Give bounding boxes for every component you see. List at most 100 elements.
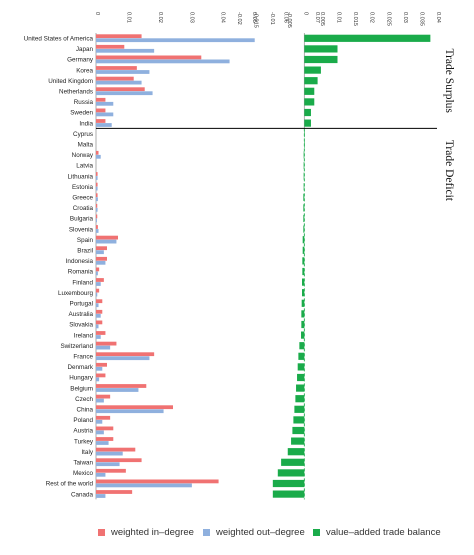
- bar-in-degree-indonesia: [96, 256, 107, 261]
- bar-in-degree-russia: [96, 97, 106, 102]
- category-label-austria: Austria: [73, 428, 93, 435]
- bar-trade-balance-croatia: [303, 204, 305, 212]
- category-label-spain: Spain: [77, 237, 94, 244]
- bar-trade-balance-belgium: [296, 384, 305, 392]
- bar-out-degree-mexico: [96, 472, 106, 477]
- right-x-tick-label-0-01: -0.01: [269, 12, 275, 25]
- bar-in-degree-finland: [96, 278, 104, 282]
- bar-out-degree-croatia: [96, 207, 98, 212]
- bar-out-degree-norway: [96, 154, 101, 159]
- category-label-belgium: Belgium: [70, 385, 93, 392]
- bar-in-degree-netherlands: [96, 87, 145, 92]
- left-x-tick-label-0: 0: [94, 12, 100, 15]
- category-label-canada: Canada: [71, 491, 94, 498]
- bar-out-degree-czech: [96, 398, 104, 403]
- bar-in-degree-brazil: [96, 246, 107, 251]
- category-label-japan: Japan: [76, 46, 94, 53]
- category-label-greece: Greece: [72, 195, 93, 202]
- bar-in-degree-rest-of-the-world: [96, 479, 219, 484]
- bar-out-degree-japan: [96, 48, 155, 53]
- category-label-australia: Australia: [69, 311, 94, 318]
- category-label-norway: Norway: [72, 152, 94, 159]
- category-label-france: France: [73, 354, 93, 361]
- bar-in-degree-taiwan: [96, 458, 142, 463]
- bar-trade-balance-austria: [292, 426, 305, 435]
- bar-out-degree-switzerland: [96, 345, 111, 350]
- bar-in-degree-poland: [96, 415, 111, 420]
- category-label-netherlands: Netherlands: [59, 89, 93, 96]
- bar-trade-balance-russia: [304, 98, 315, 106]
- bar-out-degree-india: [96, 123, 112, 127]
- right-x-tick-label-0-005: -0.005: [286, 12, 292, 28]
- bar-trade-balance-hungary: [297, 373, 305, 382]
- bar-trade-balance-denmark: [297, 363, 305, 371]
- bar-out-degree-belgium: [96, 388, 139, 392]
- bar-out-degree-italy: [96, 451, 123, 456]
- category-label-italy: Italy: [81, 449, 93, 456]
- bar-in-degree-slovenia: [96, 225, 98, 229]
- category-label-russia: Russia: [74, 99, 94, 106]
- category-label-india: India: [79, 120, 93, 127]
- left-x-tick-label-0-05: 0.05: [251, 12, 257, 23]
- bar-trade-balance-czech: [295, 395, 305, 403]
- right-x-tick-label-0-015: 0.015: [352, 12, 358, 26]
- bar-out-degree-bulgaria: [96, 218, 97, 223]
- legend-label-trade-balance: value–added trade balance: [326, 527, 441, 538]
- legend-item-in-degree: weighted in–degree: [98, 527, 194, 538]
- category-label-finland: Finland: [72, 279, 93, 286]
- bar-trade-balance-mexico: [277, 469, 305, 477]
- bar-in-degree-austria: [96, 426, 114, 431]
- bar-out-degree-canada: [96, 494, 106, 498]
- bar-trade-balance-sweden: [304, 108, 311, 117]
- category-label-rest-of-the-world: Rest of the world: [46, 481, 94, 488]
- category-label-ireland: Ireland: [74, 332, 94, 339]
- category-label-germany: Germany: [67, 57, 94, 64]
- bar-trade-balance-turkey: [291, 437, 305, 445]
- bar-trade-balance-slovakia: [301, 320, 305, 329]
- bar-out-degree-rest-of-the-world: [96, 483, 192, 488]
- bar-trade-balance-malta: [304, 140, 305, 148]
- bar-out-degree-united-kingdom: [96, 80, 142, 85]
- right-x-tick-label-0-025: 0.025: [385, 12, 391, 26]
- category-label-korea: Korea: [76, 67, 93, 74]
- left-x-tick-label-0-07: 0.07: [314, 12, 320, 23]
- category-label-cyprus: Cyprus: [73, 131, 93, 138]
- bar-out-degree-luxembourg: [96, 292, 98, 297]
- bar-in-degree-estonia: [96, 182, 98, 187]
- category-label-slovakia: Slovakia: [69, 322, 93, 329]
- bar-in-degree-india: [96, 119, 106, 123]
- bar-trade-balance-luxembourg: [302, 289, 305, 297]
- bar-trade-balance-estonia: [303, 183, 305, 191]
- left-x-tick-label-0-03: 0.03: [188, 12, 194, 23]
- bar-trade-balance-japan: [304, 45, 338, 53]
- bar-in-degree-canada: [96, 490, 133, 494]
- bar-out-degree-turkey: [96, 441, 109, 445]
- bar-in-degree-hungary: [96, 373, 106, 378]
- category-label-turkey: Turkey: [74, 438, 94, 445]
- bar-in-degree-denmark: [96, 362, 107, 367]
- bar-out-degree-denmark: [96, 366, 103, 371]
- bar-out-degree-portugal: [96, 303, 99, 308]
- bar-in-degree-germany: [96, 55, 202, 60]
- category-label-denmark: Denmark: [67, 364, 93, 371]
- bar-in-degree-mexico: [96, 468, 126, 473]
- category-label-united-kingdom: United Kingdom: [48, 78, 93, 85]
- category-label-lithuania: Lithuania: [67, 173, 93, 180]
- bar-trade-balance-lithuania: [303, 172, 305, 180]
- bar-trade-balance-brazil: [302, 246, 305, 254]
- bar-trade-balance-portugal: [301, 299, 305, 307]
- bar-in-degree-italy: [96, 447, 136, 452]
- category-label-brazil: Brazil: [77, 248, 93, 255]
- bar-trade-balance-cyprus: [304, 130, 305, 138]
- bar-trade-balance-india: [304, 119, 311, 127]
- right-x-tick-label-0-005: 0.005: [319, 12, 325, 26]
- right-x-tick-label-0-03: 0.03: [402, 12, 408, 23]
- bar-trade-balance-switzerland: [299, 342, 305, 350]
- bar-trade-balance-latvia: [303, 161, 305, 170]
- bar-in-degree-switzerland: [96, 341, 117, 346]
- right-x-tick-label-0-035: 0.035: [418, 12, 424, 26]
- category-label-mexico: Mexico: [73, 470, 93, 477]
- bar-trade-balance-taiwan: [281, 458, 305, 466]
